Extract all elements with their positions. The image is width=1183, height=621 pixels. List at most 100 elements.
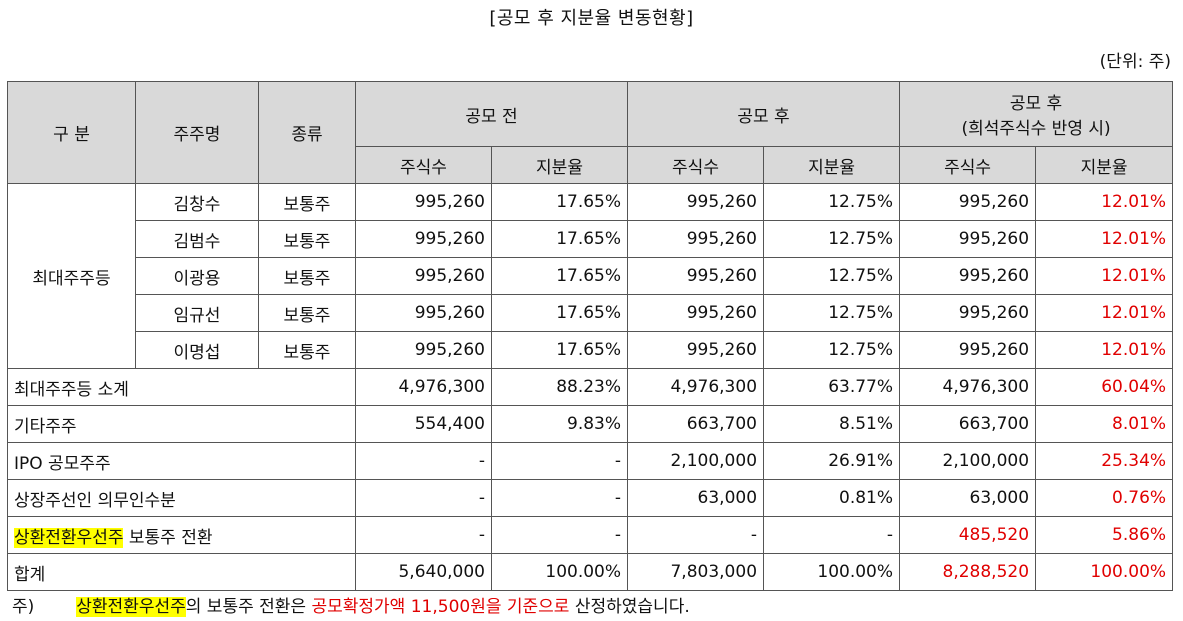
pre-shares: 995,260 <box>355 257 492 295</box>
row-label: 최대주주등 소계 <box>7 368 356 406</box>
header-ratio: 지분율 <box>763 146 901 184</box>
pre-shares: 995,260 <box>355 294 492 332</box>
row-label: 기타주주 <box>7 405 356 443</box>
header-shares: 주식수 <box>627 146 765 184</box>
diluted-shares: 4,976,300 <box>899 368 1037 406</box>
post-ratio: 63.77% <box>763 368 901 406</box>
share-type: 보통주 <box>258 331 356 369</box>
table-row: 이명섭 보통주 995,260 17.65% 995,260 12.75% 99… <box>8 331 1174 369</box>
post-shares: - <box>627 516 765 554</box>
header-post-diluted-line2: (희석주식수 반영 시) <box>961 119 1111 139</box>
pre-shares: - <box>355 479 492 517</box>
table-title: [공모 후 지분율 변동현황] <box>489 8 694 29</box>
major-group-label: 최대주주등 <box>7 183 136 369</box>
diluted-ratio: 25.34% <box>1035 442 1174 480</box>
post-ratio: 0.81% <box>763 479 901 517</box>
diluted-ratio: 12.01% <box>1035 220 1174 258</box>
header-category: 구 분 <box>7 81 136 184</box>
pre-shares: - <box>355 442 492 480</box>
pre-ratio: 17.65% <box>490 220 629 258</box>
post-shares: 2,100,000 <box>627 442 765 480</box>
diluted-ratio: 12.01% <box>1035 257 1174 295</box>
post-shares: 995,260 <box>627 331 765 369</box>
holder-name: 임규선 <box>135 294 259 332</box>
footnote-emphasis: 공모확정가액 11,500원을 기준으로 <box>311 597 570 617</box>
table-row: 최대주주등 소계 4,976,300 88.23% 4,976,300 63.7… <box>7 368 1174 406</box>
pre-shares: 4,976,300 <box>355 368 492 406</box>
row-label-rest: 보통주 전환 <box>123 527 213 548</box>
post-ratio: 100.00% <box>763 553 901 591</box>
shareholding-table: 구 분 주주명 종류 공모 전 공모 후 공모 후 (희석주식수 반영 시) 주… <box>7 81 1174 591</box>
post-shares: 995,260 <box>627 294 765 332</box>
share-type: 보통주 <box>258 257 356 295</box>
pre-ratio: 17.65% <box>490 294 629 332</box>
row-label: IPO 공모주주 <box>7 442 356 480</box>
total-row: 합계 5,640,000 100.00% 7,803,000 100.00% 8… <box>7 553 1174 591</box>
header-pre-ipo: 공모 전 <box>354 81 629 147</box>
header-type: 종류 <box>258 81 356 184</box>
pre-ratio: 17.65% <box>490 331 629 369</box>
diluted-shares: 995,260 <box>899 183 1037 221</box>
diluted-shares: 8,288,520 <box>899 553 1037 591</box>
pre-shares: 554,400 <box>355 405 492 443</box>
diluted-ratio: 12.01% <box>1035 331 1174 369</box>
table-row: IPO 공모주주 - - 2,100,000 26.91% 2,100,000 … <box>7 442 1174 480</box>
post-ratio: 12.75% <box>763 257 901 295</box>
highlighted-term: 상환전환우선주 <box>14 527 124 548</box>
table-row: 이광용 보통주 995,260 17.65% 995,260 12.75% 99… <box>8 257 1174 295</box>
header-ratio: 지분율 <box>490 146 629 184</box>
diluted-ratio: 8.01% <box>1035 405 1174 443</box>
pre-shares: 995,260 <box>355 220 492 258</box>
pre-ratio: 17.65% <box>490 257 629 295</box>
post-ratio: - <box>763 516 901 554</box>
post-shares: 4,976,300 <box>627 368 765 406</box>
table-row: 최대주주등 김창수 보통주 995,260 17.65% 995,260 12.… <box>7 183 1174 369</box>
diluted-shares: 63,000 <box>899 479 1037 517</box>
diluted-shares: 995,260 <box>899 294 1037 332</box>
pre-ratio: - <box>490 516 629 554</box>
pre-ratio: 100.00% <box>490 553 629 591</box>
table-row: 임규선 보통주 995,260 17.65% 995,260 12.75% 99… <box>8 294 1174 332</box>
diluted-shares: 2,100,000 <box>899 442 1037 480</box>
diluted-ratio: 60.04% <box>1035 368 1174 406</box>
pre-ratio: 9.83% <box>490 405 629 443</box>
diluted-shares: 995,260 <box>899 257 1037 295</box>
table-row: 기타주주 554,400 9.83% 663,700 8.51% 663,700… <box>7 405 1174 443</box>
diluted-ratio: 5.86% <box>1035 516 1174 554</box>
pre-shares: 995,260 <box>355 183 492 221</box>
table-row: 상장주선인 의무인수분 - - 63,000 0.81% 63,000 0.76… <box>7 479 1174 517</box>
holder-name: 이명섭 <box>135 331 259 369</box>
diluted-shares: 995,260 <box>899 331 1037 369</box>
post-ratio: 12.75% <box>763 294 901 332</box>
holder-name: 김창수 <box>135 183 259 221</box>
pre-ratio: - <box>490 442 629 480</box>
header-post-diluted-line1: 공모 후 <box>1009 94 1063 114</box>
diluted-shares: 663,700 <box>899 405 1037 443</box>
header-shares: 주식수 <box>355 146 492 184</box>
pre-ratio: 17.65% <box>490 183 629 221</box>
header-holder: 주주명 <box>135 81 259 184</box>
post-ratio: 12.75% <box>763 220 901 258</box>
diluted-ratio: 12.01% <box>1035 294 1174 332</box>
diluted-ratio: 0.76% <box>1035 479 1174 517</box>
footnote-end: 산정하였습니다. <box>569 597 690 617</box>
header-post-diluted: 공모 후 (희석주식수 반영 시) <box>899 81 1174 147</box>
holder-name: 이광용 <box>135 257 259 295</box>
post-shares: 663,700 <box>627 405 765 443</box>
header-post-ipo: 공모 후 <box>627 81 901 147</box>
post-shares: 995,260 <box>627 220 765 258</box>
diluted-shares: 995,260 <box>899 220 1037 258</box>
post-ratio: 26.91% <box>763 442 901 480</box>
post-ratio: 12.75% <box>763 331 901 369</box>
diluted-ratio: 100.00% <box>1035 553 1174 591</box>
footnote: 주) 상환전환우선주의 보통주 전환은 공모확정가액 11,500원을 기준으로 … <box>12 592 690 617</box>
unit-label: (단위: 주) <box>1099 52 1171 72</box>
share-type: 보통주 <box>258 183 356 221</box>
holder-name: 김범수 <box>135 220 259 258</box>
share-type: 보통주 <box>258 220 356 258</box>
pre-shares: 5,640,000 <box>355 553 492 591</box>
pre-ratio: 88.23% <box>490 368 629 406</box>
post-ratio: 12.75% <box>763 183 901 221</box>
table-row: 김범수 보통주 995,260 17.65% 995,260 12.75% 99… <box>8 220 1174 258</box>
pre-ratio: - <box>490 479 629 517</box>
